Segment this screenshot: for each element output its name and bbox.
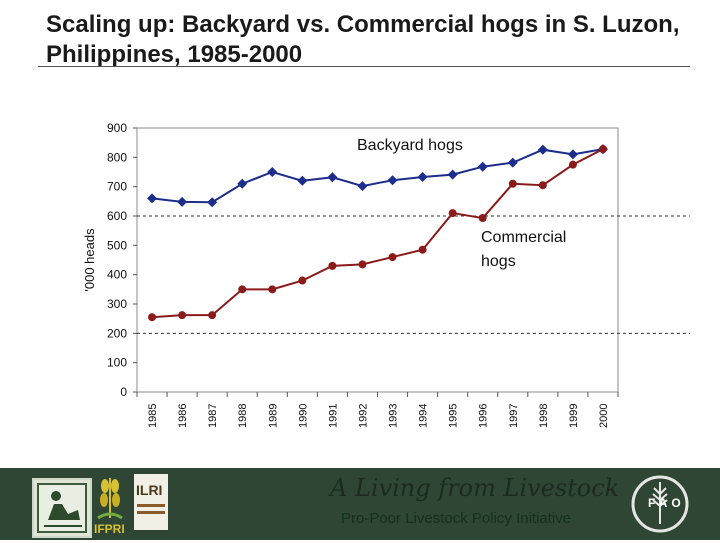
ilri-logo-text: ILRI bbox=[136, 482, 163, 498]
y-tick-label: 0 bbox=[120, 385, 127, 399]
y-tick-label: 400 bbox=[107, 268, 127, 282]
ifpri-logo-text: IFPRI bbox=[94, 522, 125, 536]
commercial-point bbox=[538, 181, 547, 190]
backyard-point bbox=[447, 169, 458, 180]
backyard-point bbox=[297, 175, 308, 186]
title-divider bbox=[38, 66, 690, 67]
footer-tagline: A Living from Livestock bbox=[330, 474, 620, 502]
backyard-point bbox=[147, 193, 158, 204]
x-tick-label: 1988 bbox=[237, 404, 249, 428]
fao-logo-text: FAO bbox=[648, 496, 685, 510]
ifpri-logo: IFPRI bbox=[92, 474, 128, 538]
line-chart: 0 100 200 300 400 500 600 700 800 900 '000 heads 19… bbox=[82, 121, 690, 428]
backyard-point bbox=[567, 149, 578, 160]
ilri-logo-bar bbox=[137, 504, 165, 507]
commercial-point bbox=[238, 285, 247, 294]
commercial-point bbox=[508, 179, 517, 188]
backyard-point bbox=[177, 196, 188, 207]
backyard-point bbox=[417, 171, 428, 182]
x-tick-label: 1998 bbox=[538, 404, 550, 428]
series-line-commercial bbox=[151, 148, 604, 319]
commercial-point bbox=[358, 260, 367, 269]
fao-logo: FAO bbox=[630, 474, 690, 534]
page-title: Scaling up: Backyard vs. Commercial hogs… bbox=[46, 11, 680, 68]
backyard-point bbox=[537, 144, 548, 155]
commercial-point bbox=[418, 245, 427, 254]
backyard-point bbox=[477, 161, 488, 172]
x-tick-label: 1990 bbox=[297, 404, 309, 428]
commercial-point bbox=[478, 214, 487, 223]
commercial-point bbox=[328, 261, 337, 270]
x-tick-label: 1993 bbox=[388, 404, 400, 428]
x-tick-label: 1999 bbox=[568, 404, 580, 428]
commercial-hogs-annotation: hogs bbox=[481, 253, 516, 270]
commercial-point bbox=[178, 311, 187, 320]
livestock-emblem-logo bbox=[32, 478, 92, 538]
herder-icon bbox=[37, 483, 87, 533]
y-tick-label: 300 bbox=[107, 297, 127, 311]
fao-emblem-icon bbox=[631, 475, 689, 533]
commercial-hogs-annotation: Commercial bbox=[481, 229, 566, 246]
commercial-point bbox=[448, 209, 457, 218]
x-tick-label: 2000 bbox=[598, 404, 610, 428]
backyard-point bbox=[237, 178, 248, 189]
backyard-point bbox=[387, 175, 398, 186]
y-axis-label: '000 heads bbox=[82, 228, 97, 292]
ilri-logo-bar bbox=[137, 511, 165, 514]
x-tick-label: 1995 bbox=[448, 404, 460, 428]
y-tick-label: 200 bbox=[107, 326, 127, 340]
x-tick-label: 1987 bbox=[207, 404, 219, 428]
x-tick-label: 1985 bbox=[147, 404, 159, 428]
x-tick-label: 1989 bbox=[267, 404, 279, 428]
y-tick-label: 500 bbox=[107, 238, 127, 252]
commercial-point bbox=[148, 313, 157, 322]
backyard-point bbox=[207, 197, 218, 208]
footer-bar bbox=[0, 468, 720, 540]
y-tick-label: 900 bbox=[107, 121, 127, 135]
x-tick-label: 1992 bbox=[357, 404, 369, 428]
backyard-hogs-annotation: Backyard hogs bbox=[357, 137, 463, 154]
commercial-point bbox=[268, 285, 277, 294]
commercial-point bbox=[298, 276, 307, 285]
backyard-point bbox=[327, 172, 338, 183]
x-tick-label: 1996 bbox=[478, 404, 490, 428]
x-tick-label: 1986 bbox=[177, 404, 189, 428]
y-tick-label: 700 bbox=[107, 180, 127, 194]
x-tick-label: 1997 bbox=[508, 404, 520, 428]
series-line-backyard bbox=[151, 148, 604, 204]
commercial-point bbox=[388, 253, 397, 262]
ilri-logo: ILRI bbox=[134, 474, 168, 530]
x-tick-label: 1994 bbox=[418, 404, 430, 428]
commercial-point bbox=[568, 160, 577, 169]
backyard-point bbox=[507, 157, 518, 168]
commercial-point bbox=[598, 145, 607, 154]
commercial-point bbox=[208, 311, 217, 320]
footer-subtagline: Pro-Poor Livestock Policy Initiative bbox=[341, 510, 572, 527]
x-tick-label: 1991 bbox=[327, 404, 339, 428]
wheat-icon bbox=[97, 478, 123, 520]
y-tick-label: 800 bbox=[107, 150, 127, 164]
y-tick-label: 100 bbox=[107, 356, 127, 370]
backyard-point bbox=[267, 167, 278, 177]
y-tick-label: 600 bbox=[107, 209, 127, 223]
backyard-point bbox=[357, 181, 368, 192]
